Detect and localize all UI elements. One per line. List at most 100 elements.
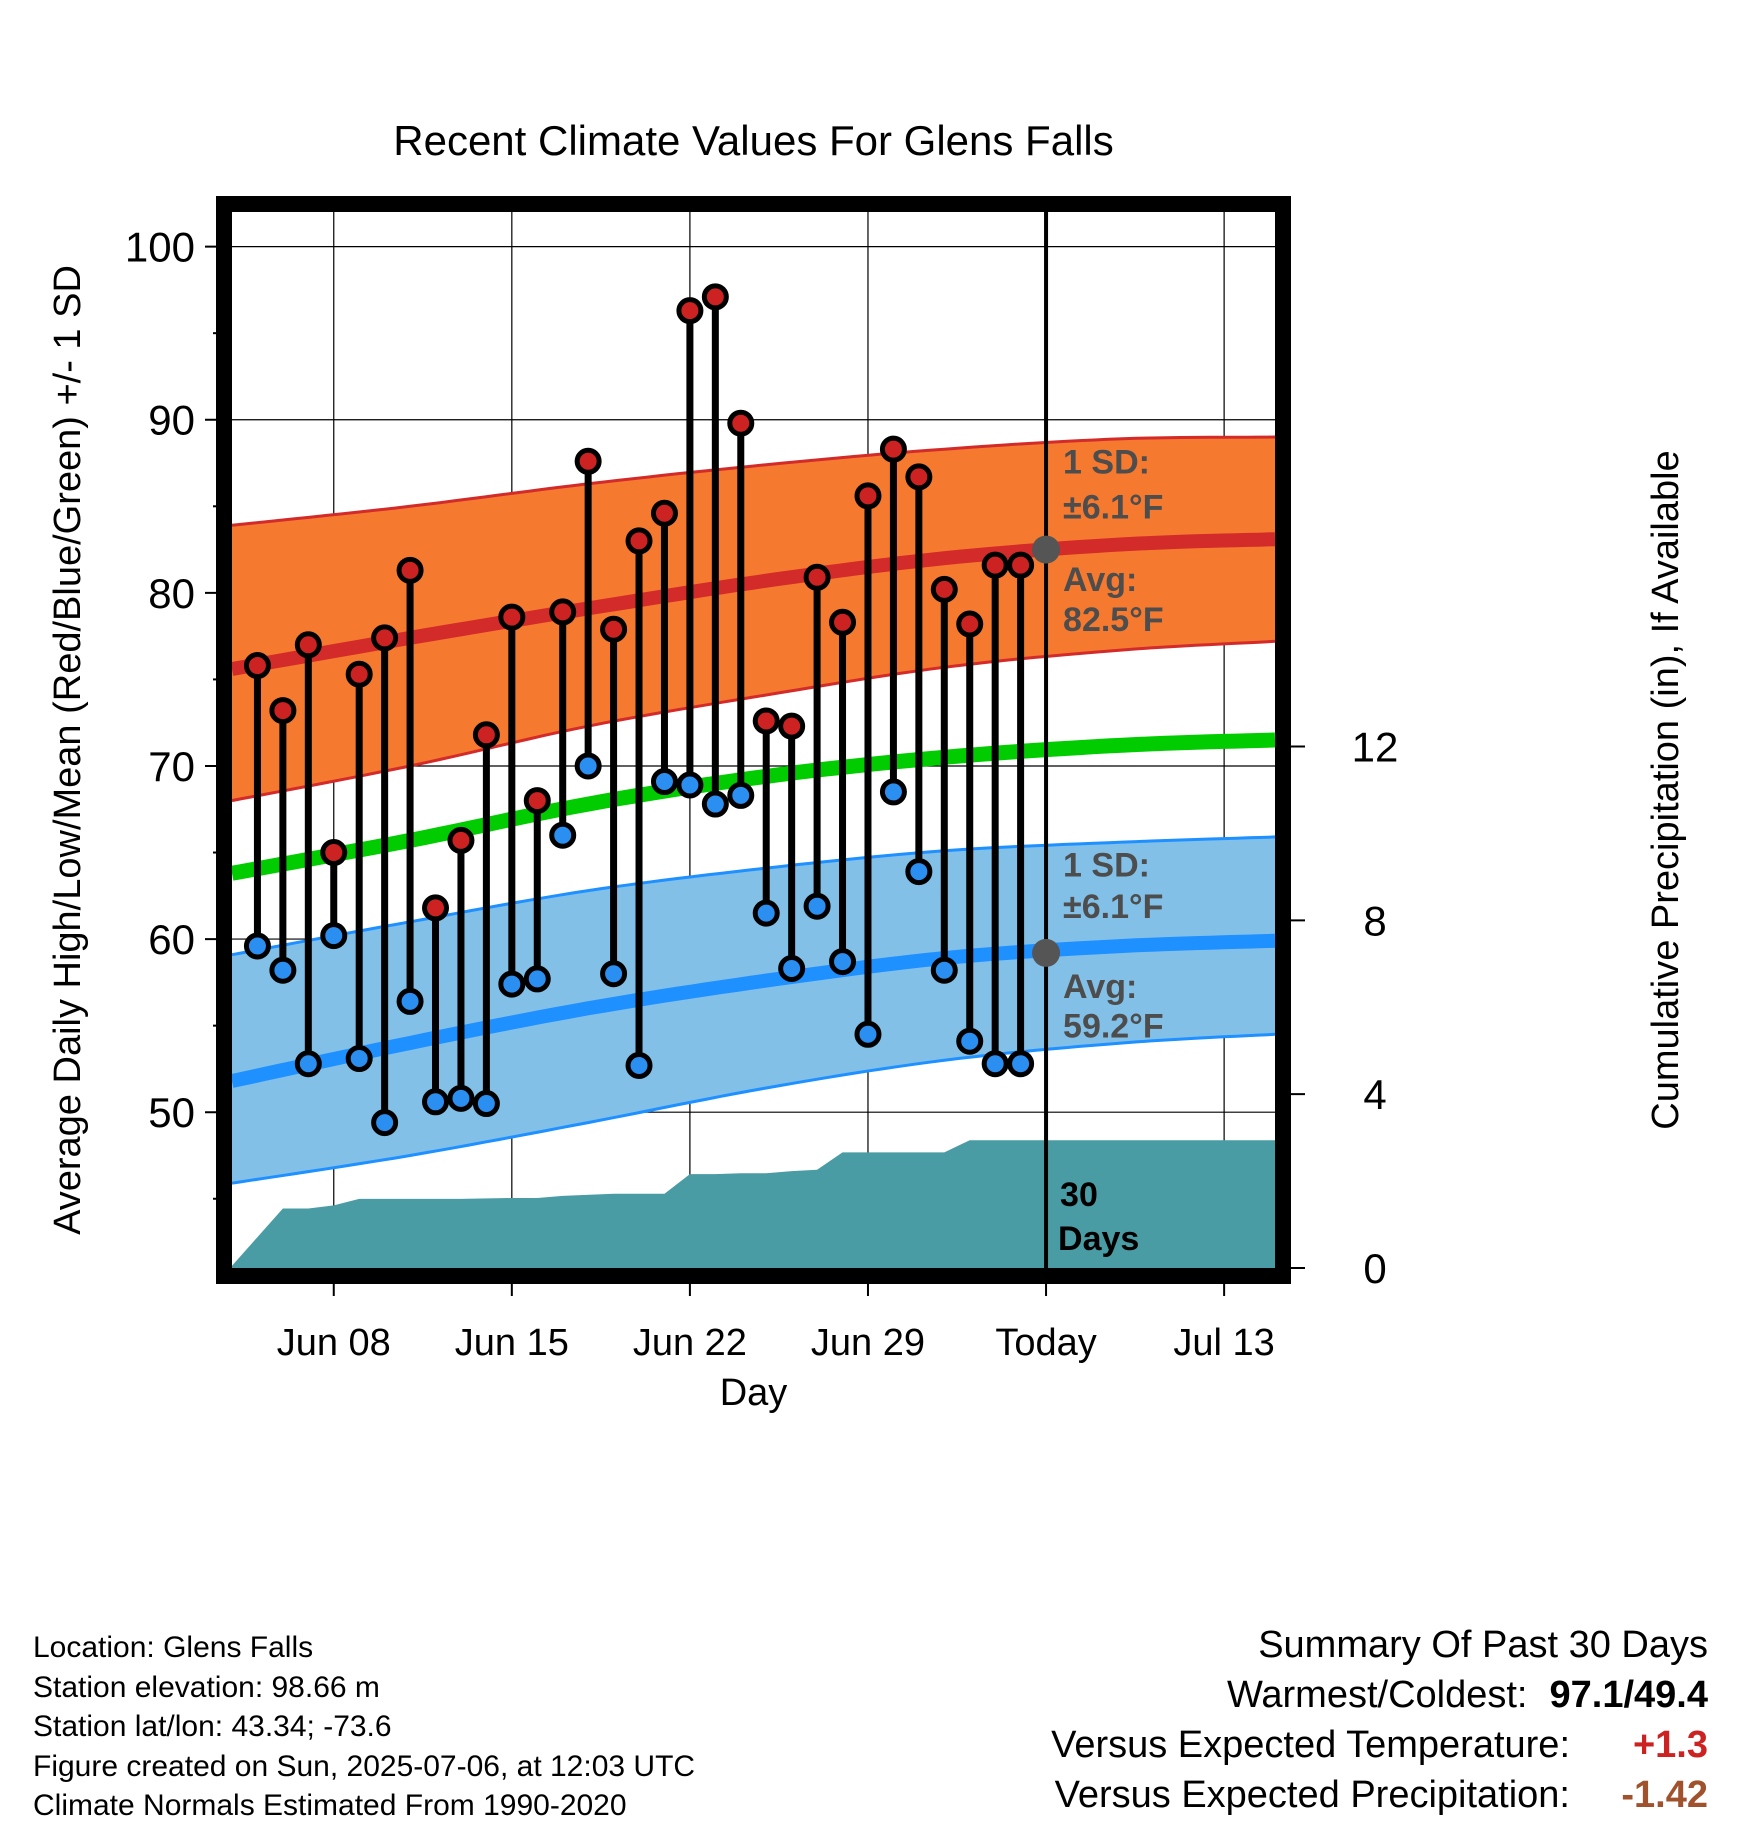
warm-cold-separator: / [1623, 1674, 1635, 1716]
observed-high-point [447, 826, 475, 854]
observed-high-point [727, 409, 755, 437]
y-tick-label: 70 [148, 743, 195, 790]
low-avg-label: Avg: [1063, 968, 1137, 1006]
warmest-value: 97.1 [1549, 1674, 1624, 1716]
observed-low-point [320, 922, 348, 950]
observed-high-point [829, 608, 857, 636]
coldest-value: 49.4 [1634, 1674, 1708, 1716]
observed-low-point [803, 892, 831, 920]
summary-title: Summary Of Past 30 Days [1258, 1624, 1708, 1666]
observed-high-point [752, 707, 780, 735]
x-tick-label: Jun 15 [455, 1322, 569, 1364]
observed-high-point [320, 839, 348, 867]
observed-low-point [778, 955, 806, 983]
high-avg-label: Avg: [1063, 561, 1137, 599]
observed-high-point [956, 610, 984, 638]
observed-high-point [498, 603, 526, 631]
created-text: Figure created on Sun, 2025-07-06, at 12… [33, 1749, 696, 1783]
observed-high-point [345, 660, 373, 688]
y-right-axis-title: Cumulative Precipitation (in), If Availa… [1645, 450, 1687, 1129]
precip-area [232, 1140, 1275, 1268]
high-sd-upper-line [231, 435, 1276, 527]
observed-high-point [803, 563, 831, 591]
observed-low-point [294, 1050, 322, 1078]
y-right-tick-label: 8 [1363, 897, 1386, 944]
low-sd-lower-line [231, 1032, 1276, 1185]
observed-high-point [243, 652, 271, 680]
observed-high-point [549, 598, 577, 626]
observed-low-point [829, 948, 857, 976]
observed-high-point [625, 527, 653, 555]
precip-departure: -1.42 [1621, 1774, 1708, 1816]
today-high-avg-point [1032, 535, 1061, 564]
x-tick-label: Jun 29 [811, 1322, 925, 1364]
y-tick-label: 90 [148, 397, 195, 444]
observed-high-point [422, 894, 450, 922]
plot-border [216, 196, 1291, 1284]
observed-low-point [650, 768, 678, 796]
observed-low-point [345, 1045, 373, 1073]
days-number: 30 [1060, 1176, 1098, 1214]
y-tick-label: 60 [148, 916, 195, 963]
y-tick-label: 100 [125, 224, 195, 271]
observed-high-point [1007, 551, 1035, 579]
high-sd-band [232, 437, 1275, 801]
observed-high-point [905, 463, 933, 491]
chart-title: Recent Climate Values For Glens Falls [393, 117, 1113, 164]
observed-low-point [879, 778, 907, 806]
observed-low-point [727, 781, 755, 809]
observed-low-point [549, 821, 577, 849]
observed-bars [243, 212, 1061, 1268]
normal-bands [230, 435, 1276, 1268]
observed-low-point [701, 790, 729, 818]
summary-panel: Summary Of Past 30 Days Warmest/Coldest:… [1051, 1620, 1708, 1820]
observed-low-point [981, 1050, 1009, 1078]
observed-low-point [930, 956, 958, 984]
observed-high-point [396, 556, 424, 584]
observed-high-point [879, 435, 907, 463]
observed-low-point [447, 1084, 475, 1112]
x-axis-title: Day [720, 1372, 788, 1414]
high-avg-value: 82.5°F [1063, 601, 1164, 639]
observed-high-point [701, 283, 729, 311]
observed-low-point [752, 899, 780, 927]
observed-high-point [650, 499, 678, 527]
high-sd-value: ±6.1°F [1063, 488, 1163, 526]
high-sd-label: 1 SD: [1063, 443, 1150, 481]
x-tick-label: Jun 22 [633, 1322, 747, 1364]
normals-text: Climate Normals Estimated From 1990-2020 [33, 1789, 627, 1822]
low-sd-value: ±6.1°F [1063, 888, 1163, 926]
observed-high-point [854, 482, 882, 510]
observed-high-point [574, 447, 602, 475]
summary-warm-cold: Warmest/Coldest: 97.1/49.4 [1051, 1670, 1708, 1720]
warm-cold-values: 97.1/49.4 [1550, 1670, 1709, 1720]
temp-label: Versus Expected Temperature: [1051, 1724, 1570, 1766]
observed-high-point [676, 297, 704, 325]
latlon-text: Station lat/lon: 43.34; -73.6 [33, 1710, 392, 1743]
observed-high-point [523, 787, 551, 815]
observed-low-point [956, 1027, 984, 1055]
days-word: Days [1058, 1220, 1139, 1258]
low-avg-line [230, 933, 1276, 1088]
y-right-tick-label: 0 [1363, 1245, 1386, 1292]
observed-low-point [676, 771, 704, 799]
observed-low-point [905, 858, 933, 886]
y-right-tick-label: 4 [1363, 1071, 1386, 1118]
observed-high-point [472, 721, 500, 749]
location-text: Location: Glens Falls [33, 1631, 314, 1664]
observed-low-point [371, 1109, 399, 1137]
observed-low-point [498, 970, 526, 998]
observed-low-point [854, 1020, 882, 1048]
observed-low-point [523, 965, 551, 993]
y-tick-label: 80 [148, 570, 195, 617]
observed-low-point [269, 956, 297, 984]
y-axis-title: Average Daily High/Low/Mean (Red/Blue/Gr… [47, 265, 89, 1235]
y-right-tick-label: 12 [1352, 724, 1399, 771]
observed-low-point [1007, 1050, 1035, 1078]
summary-temp: Versus Expected Temperature: +1.3 [1051, 1720, 1708, 1770]
observed-high-point [778, 712, 806, 740]
observed-high-point [371, 624, 399, 652]
station-info: Location: Glens Falls Station elevation:… [33, 1628, 695, 1826]
